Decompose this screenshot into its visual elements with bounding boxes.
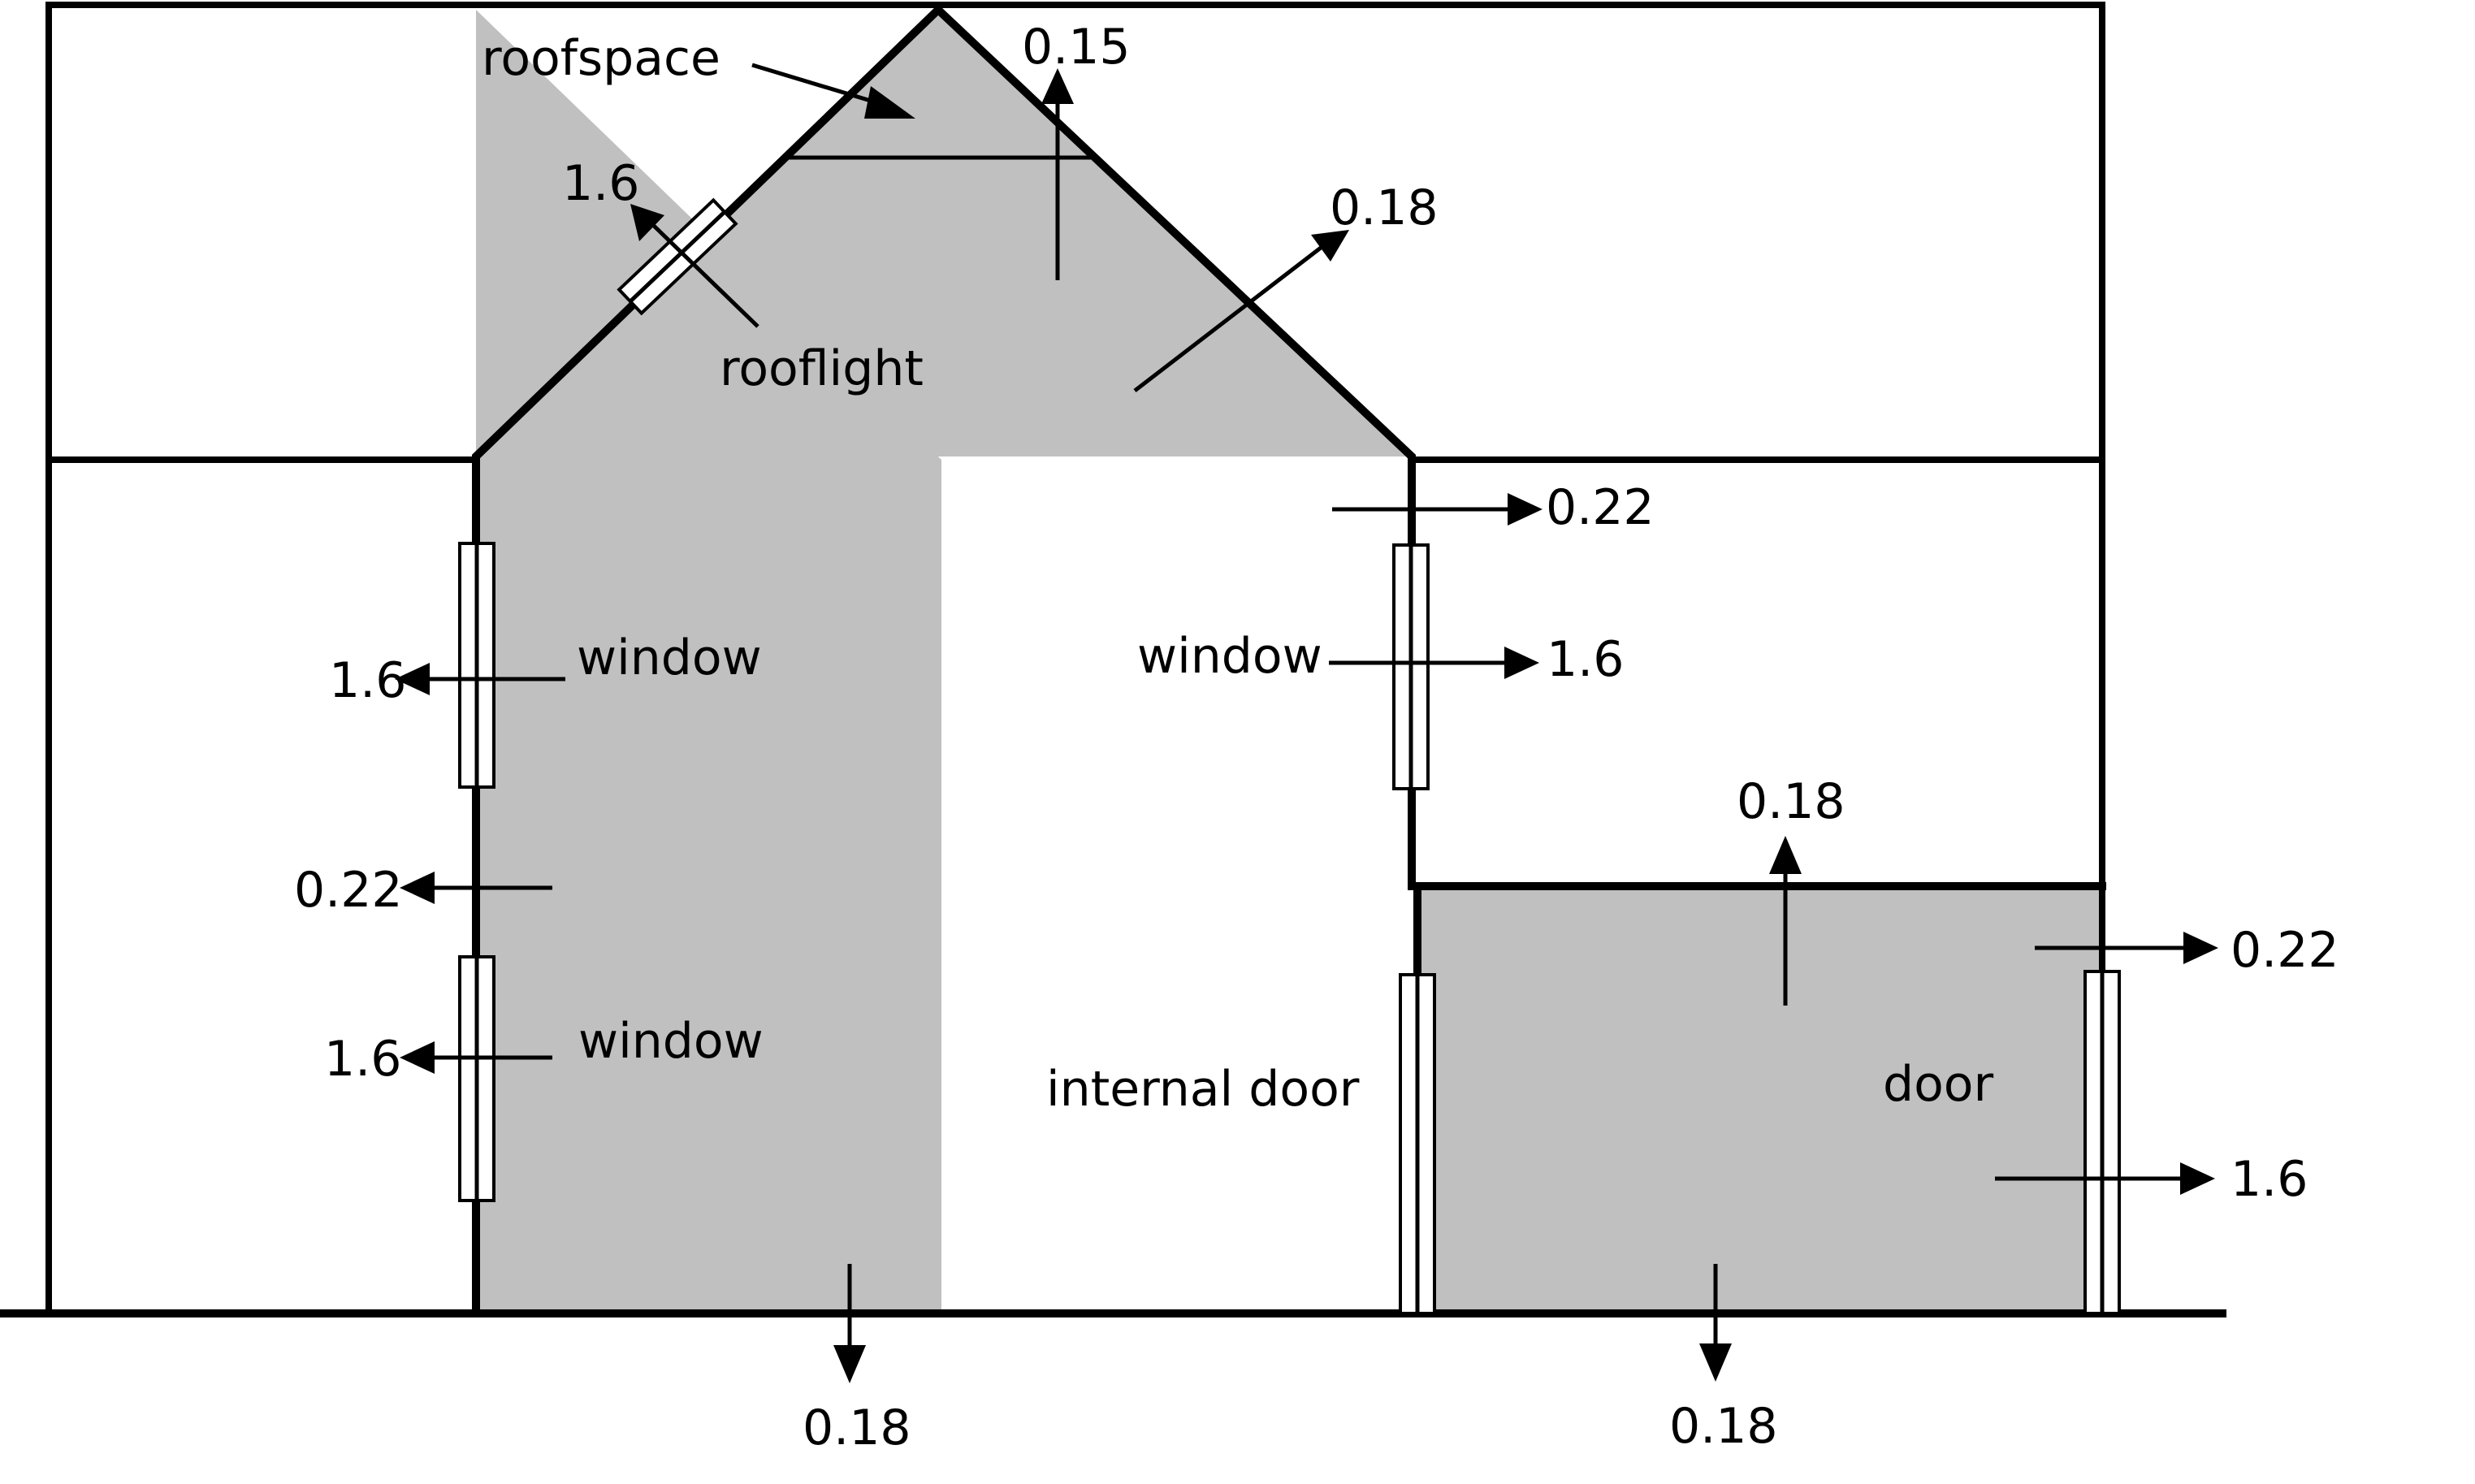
heated-space-roof: [476, 10, 1412, 456]
label-window-lower-left: window: [578, 1013, 764, 1070]
u-value-labels: 0.15 1.6 0.18 0.22 1.6 1.6 0.22 1.6 0.18…: [294, 19, 2339, 1456]
arrow-window-right-head: [1504, 647, 1539, 679]
u-value-window-lower-left: 1.6: [324, 1031, 401, 1088]
u-value-window-right: 1.6: [1547, 631, 1624, 688]
glazing-elements: [458, 197, 2121, 1315]
label-door: door: [1883, 1056, 1994, 1113]
arrow-window-upper-left-head: [395, 663, 430, 695]
heated-space-extension: [1414, 886, 2101, 1313]
u-value-upper-wall-right: 0.22: [1546, 479, 1655, 536]
u-value-window-upper-left: 1.6: [329, 652, 406, 709]
arrow-door-head: [2180, 1162, 2215, 1195]
u-value-extension-roof: 0.18: [1737, 773, 1845, 830]
arrow-roofspace-head: [864, 86, 915, 119]
arrow-window-lower-left-head: [400, 1041, 435, 1074]
arrow-roof-head: [1041, 68, 1074, 104]
arrow-floor-main-head: [833, 1345, 866, 1383]
arrow-floor-extension-head: [1699, 1343, 1732, 1382]
arrow-roof-slope-head: [1311, 230, 1349, 262]
label-window-right: window: [1137, 628, 1322, 685]
u-value-wall-left: 0.22: [294, 862, 403, 919]
u-value-ground-floor-main: 0.18: [803, 1400, 911, 1456]
label-window-upper-left: window: [577, 630, 762, 686]
label-internal-door: internal door: [1046, 1061, 1360, 1118]
label-roofspace: roofspace: [482, 30, 720, 87]
arrow-rooflight-head: [630, 204, 664, 241]
element-labels: roofspace rooflight window window window…: [482, 30, 1994, 1118]
label-rooflight: rooflight: [720, 340, 924, 397]
arrow-extension-roof-head: [1769, 836, 1802, 874]
heat-flow-arrows: [395, 63, 2218, 1383]
u-value-rooflight: 1.6: [562, 155, 639, 212]
u-value-door: 1.6: [2231, 1151, 2308, 1208]
neighbour-outline: [45, 2, 2105, 1313]
arrow-extension-wall-head: [2183, 932, 2218, 964]
u-value-roof-slope-right: 0.18: [1330, 180, 1439, 236]
arrow-wall-left-head: [400, 872, 435, 904]
heated-space-main-lower: [476, 460, 941, 1313]
arrow-upper-wall-head: [1508, 493, 1543, 526]
u-value-ground-floor-extension: 0.18: [1669, 1398, 1778, 1455]
u-value-extension-wall: 0.22: [2231, 922, 2339, 979]
u-value-roof: 0.15: [1022, 19, 1131, 76]
